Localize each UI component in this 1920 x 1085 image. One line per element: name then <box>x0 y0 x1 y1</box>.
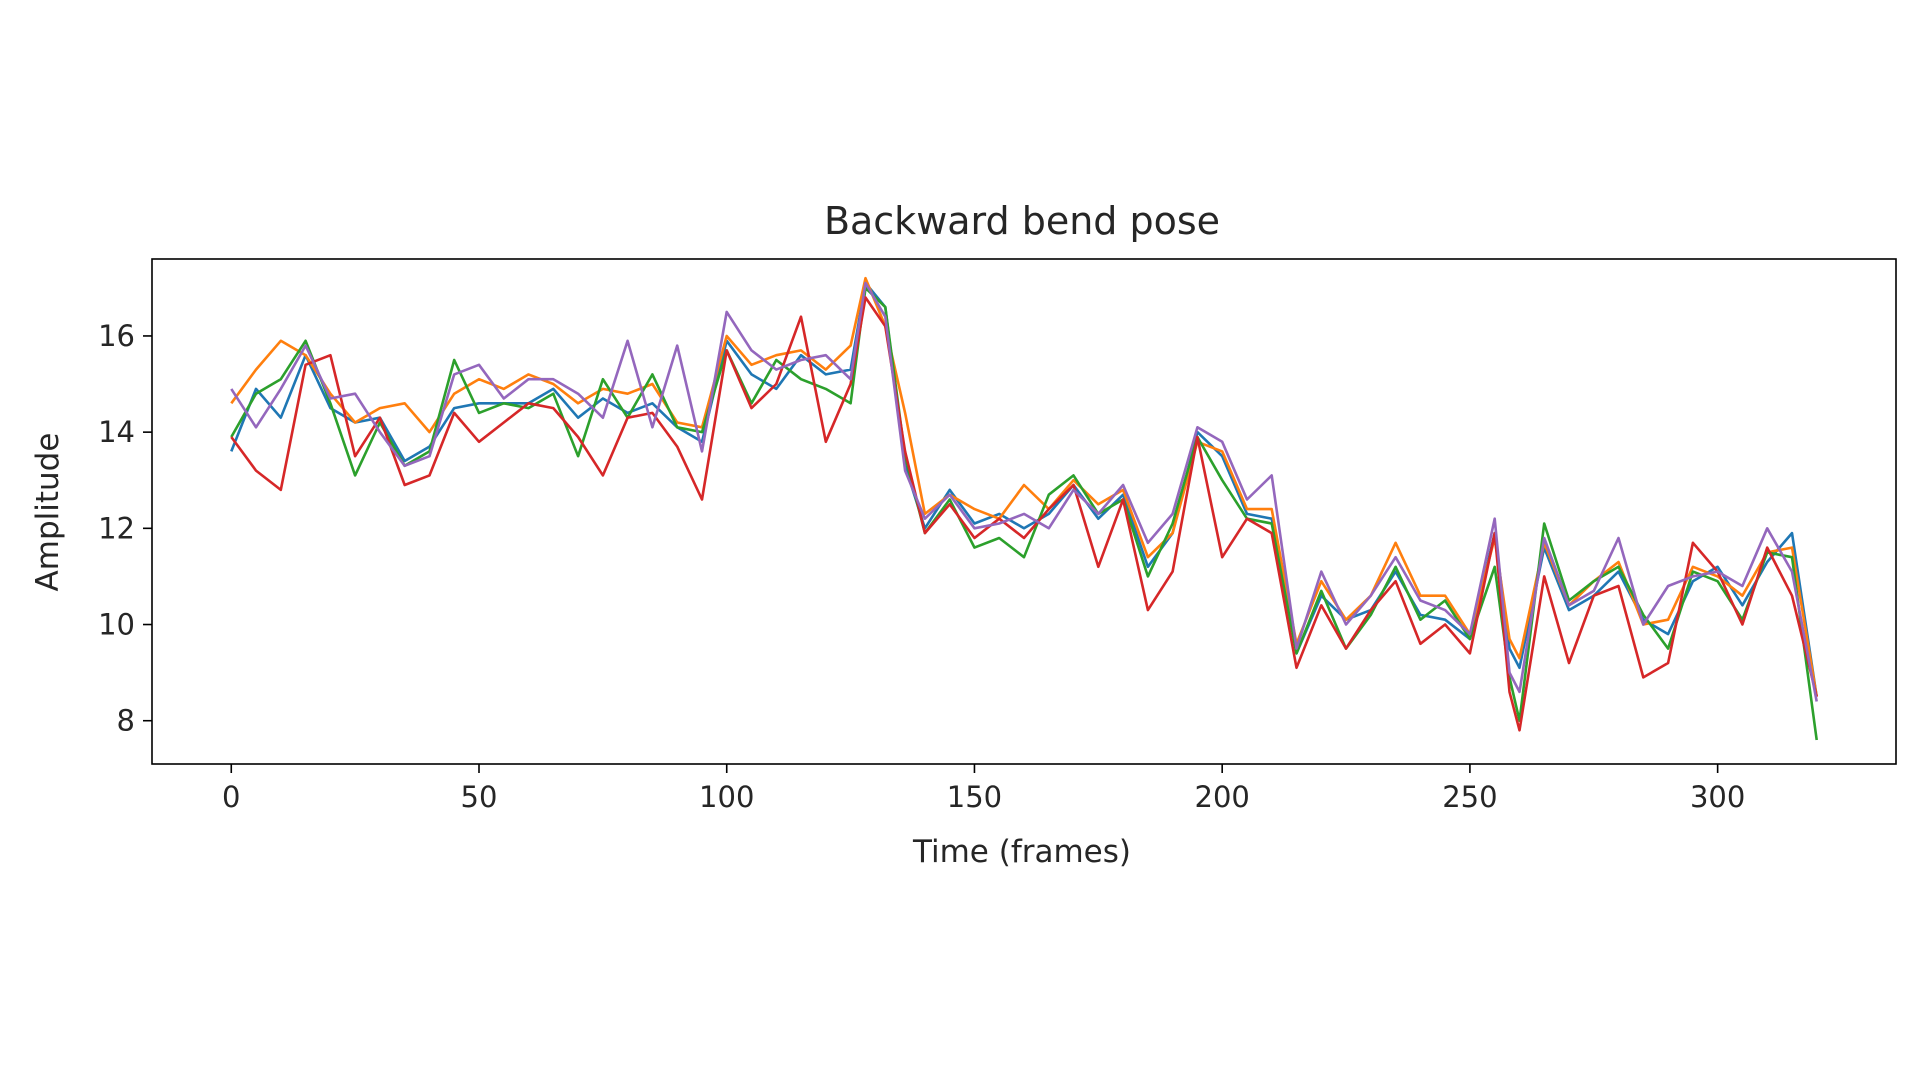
x-tick-label: 150 <box>947 780 1002 814</box>
y-tick-label: 16 <box>98 319 135 353</box>
y-tick-label: 10 <box>98 608 135 642</box>
chart-title: Backward bend pose <box>824 199 1220 243</box>
x-tick-label: 100 <box>699 780 754 814</box>
x-tick-label: 200 <box>1195 780 1250 814</box>
x-axis-label: Time (frames) <box>912 834 1131 870</box>
x-tick-label: 250 <box>1442 780 1497 814</box>
y-tick-label: 12 <box>98 511 135 545</box>
x-tick-label: 300 <box>1690 780 1745 814</box>
series-line-4 <box>230 296 1818 732</box>
series-line-3 <box>230 286 1818 741</box>
tick-layer: 0 50 100 150 200 250 300 8 10 12 14 16 <box>98 319 1745 814</box>
y-tick-label: 14 <box>98 415 135 449</box>
y-tick-label: 8 <box>117 704 135 738</box>
y-axis-label: Amplitude <box>30 433 66 592</box>
plot-area-frame <box>151 258 1897 765</box>
x-tick-label: 0 <box>222 780 240 814</box>
series-layer <box>230 276 1818 741</box>
series-line-5 <box>230 281 1818 702</box>
x-tick-label: 50 <box>461 780 498 814</box>
